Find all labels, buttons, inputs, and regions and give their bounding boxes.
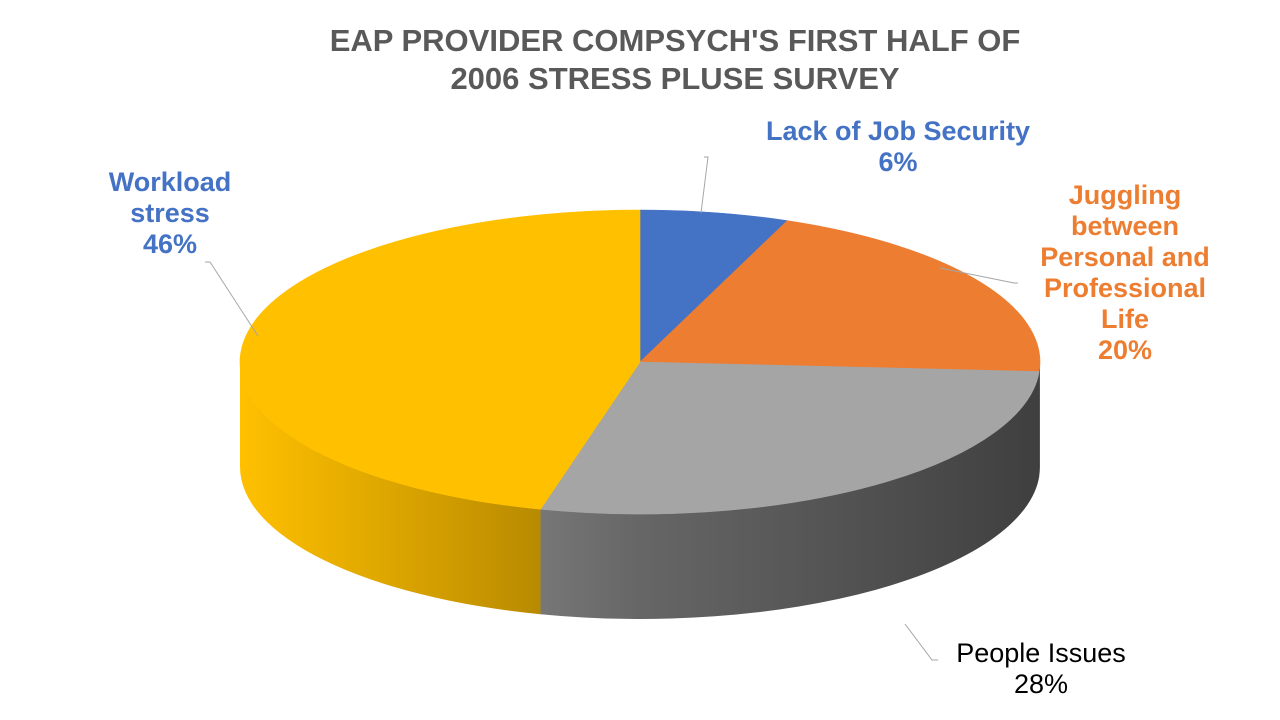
data-label-people-issues: People Issues 28% xyxy=(938,638,1144,700)
data-label-name-line: Personal and xyxy=(1040,242,1210,272)
chart-title-line-2: 2006 STRESS PLUSE SURVEY xyxy=(450,61,900,96)
data-label-value: 20% xyxy=(1097,335,1153,365)
data-label-name-line: People Issues xyxy=(956,638,1126,668)
pie-slice-workload-stress xyxy=(239,209,641,510)
data-label-name-line: Professional xyxy=(1043,273,1207,303)
pie-slice-lack-of-job-security xyxy=(639,209,788,363)
leader-line-workload-stress xyxy=(205,261,259,337)
pie-slice-people-issues xyxy=(539,361,1040,515)
data-label-juggling-between-personal-and-professional-life: Juggling between Personal and Professional L… xyxy=(1016,180,1234,366)
chart-title-line-1: EAP PROVIDER COMPSYCH'S FIRST HALF OF xyxy=(329,23,1021,58)
data-label-value: 28% xyxy=(1013,669,1069,699)
leader-lines xyxy=(205,156,1018,661)
data-label-name-line: stress xyxy=(130,198,210,228)
leader-line-juggling-between-personal-and-professional-life xyxy=(939,267,1018,284)
data-label-value: 46% xyxy=(142,229,198,259)
leader-line-people-issues xyxy=(904,623,938,661)
pie-tops xyxy=(239,209,1041,515)
pie-side-people-issues xyxy=(540,371,1040,620)
data-label-name-line: Lack of Job Security xyxy=(765,116,1031,146)
pie-sides xyxy=(239,362,1040,620)
data-label-value: 6% xyxy=(878,147,918,177)
data-label-lack-of-job-security: Lack of Job Security 6% xyxy=(738,116,1058,178)
data-label-workload-stress: Workload stress 46% xyxy=(88,167,252,260)
pie-side-juggling-between-personal-and-professional-life xyxy=(1039,362,1040,477)
chart-title: EAP PROVIDER COMPSYCH'S FIRST HALF OF 20… xyxy=(240,22,1110,98)
data-label-name-line: between xyxy=(1070,211,1180,241)
pie-slice-juggling-between-personal-and-professional-life xyxy=(639,220,1041,372)
data-label-name-line: Juggling xyxy=(1068,180,1182,210)
data-label-name-line: Workload xyxy=(108,167,232,197)
data-label-name-line: Life xyxy=(1100,304,1149,334)
pie-side-workload-stress xyxy=(239,362,541,615)
leader-line-lack-of-job-security xyxy=(700,156,709,214)
